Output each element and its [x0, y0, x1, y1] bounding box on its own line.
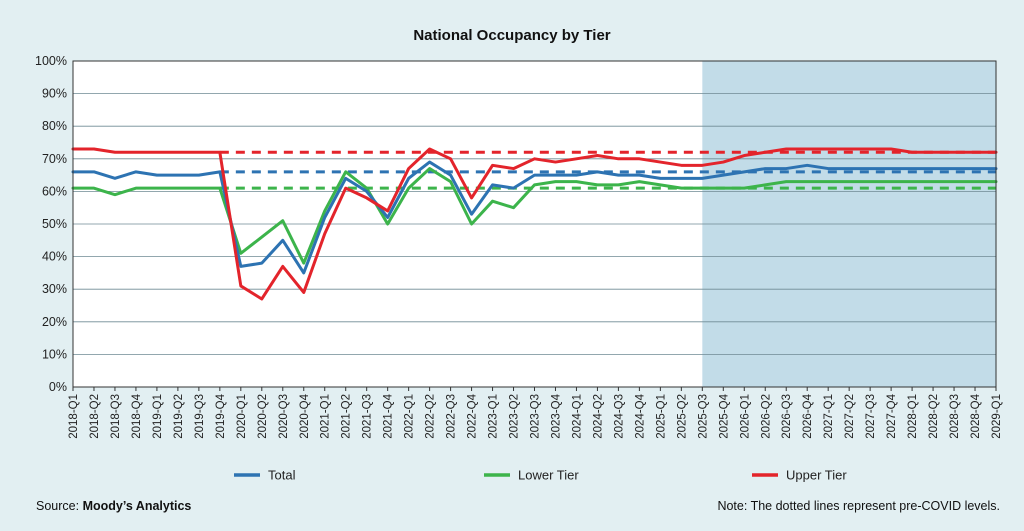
- y-tick-label: 100%: [35, 54, 67, 68]
- chart-title: National Occupancy by Tier: [413, 27, 610, 44]
- x-tick-label: 2026-Q1: [739, 394, 751, 439]
- legend-label: Lower Tier: [518, 468, 579, 483]
- x-tick-label: 2020-Q2: [257, 394, 269, 439]
- x-tick-label: 2022-Q2: [425, 394, 437, 439]
- x-tick-label: 2028-Q4: [970, 393, 982, 438]
- x-tick-label: 2025-Q3: [697, 394, 709, 439]
- x-tick-label: 2020-Q1: [236, 394, 248, 439]
- series-line-upper-tier: [71, 147, 998, 301]
- y-tick-label: 30%: [42, 282, 67, 296]
- x-tick-label: 2021-Q2: [341, 394, 353, 439]
- source-text: Source: Moody’s Analytics: [36, 499, 191, 513]
- plot-border: [72, 60, 997, 388]
- x-tick-label: 2019-Q4: [215, 393, 227, 438]
- x-tick-label: 2024-Q3: [613, 394, 625, 439]
- x-tick-label: 2023-Q4: [550, 393, 562, 438]
- x-tick-label: 2021-Q4: [383, 393, 395, 438]
- x-tick-label: 2022-Q4: [467, 393, 479, 438]
- x-tick-label: 2026-Q2: [760, 394, 772, 439]
- y-tick-label: 10%: [42, 347, 67, 361]
- x-tick-label: 2026-Q4: [802, 393, 814, 438]
- x-tick-label: 2019-Q3: [194, 394, 206, 439]
- x-tick-label: 2025-Q2: [676, 394, 688, 439]
- x-tick-label: 2018-Q3: [110, 394, 122, 439]
- x-tick-label: 2027-Q4: [886, 393, 898, 438]
- x-tick-label: 2026-Q3: [781, 394, 793, 439]
- x-tick-label: 2023-Q3: [530, 394, 542, 439]
- x-tick-label: 2018-Q2: [89, 394, 101, 439]
- x-tick-label: 2029-Q1: [991, 394, 1003, 439]
- note-text: Note: The dotted lines represent pre-COV…: [717, 499, 1000, 513]
- legend-label: Upper Tier: [786, 468, 847, 483]
- x-tick-label: 2018-Q1: [68, 394, 80, 439]
- x-tick-label: 2024-Q1: [571, 394, 583, 439]
- legend-item: Total: [234, 468, 296, 483]
- x-tick-label: 2021-Q1: [320, 394, 332, 439]
- y-tick-label: 80%: [42, 119, 67, 133]
- y-tick-label: 70%: [42, 152, 67, 166]
- x-tick-label: 2019-Q1: [152, 394, 164, 439]
- x-tick-label: 2024-Q4: [634, 393, 646, 438]
- x-tick-label: 2023-Q2: [509, 394, 521, 439]
- y-tick-label: 90%: [42, 87, 67, 101]
- legend-item: Upper Tier: [752, 468, 847, 483]
- x-tick-label: 2028-Q2: [928, 394, 940, 439]
- x-tick-label: 2027-Q2: [844, 394, 856, 439]
- x-tick-label: 2020-Q3: [278, 394, 290, 439]
- y-tick-label: 0%: [49, 380, 67, 394]
- x-tick-label: 2024-Q2: [592, 394, 604, 439]
- x-tick-label: 2028-Q1: [907, 394, 919, 439]
- y-tick-label: 40%: [42, 250, 67, 264]
- x-tick-label: 2019-Q2: [173, 394, 185, 439]
- y-tick-label: 60%: [42, 184, 67, 198]
- x-tick-label: 2028-Q3: [949, 394, 961, 439]
- x-tick-label: 2025-Q4: [718, 393, 730, 438]
- source-name: Moody’s Analytics: [83, 499, 192, 513]
- x-tick-label: 2021-Q3: [362, 394, 374, 439]
- x-tick-label: 2018-Q4: [131, 393, 143, 438]
- legend-label: Total: [268, 468, 296, 483]
- x-tick-label: 2027-Q1: [823, 394, 835, 439]
- x-tick-label: 2022-Q1: [404, 394, 416, 439]
- x-tick-label: 2027-Q3: [865, 394, 877, 439]
- x-tick-label: 2022-Q3: [446, 394, 458, 439]
- legend-item: Lower Tier: [484, 468, 579, 483]
- x-tick-label: 2023-Q1: [488, 394, 500, 439]
- y-tick-label: 20%: [42, 315, 67, 329]
- x-tick-label: 2025-Q1: [655, 394, 667, 439]
- source-prefix: Source:: [36, 499, 83, 513]
- x-tick-label: 2020-Q4: [299, 393, 311, 438]
- y-tick-label: 50%: [42, 217, 67, 231]
